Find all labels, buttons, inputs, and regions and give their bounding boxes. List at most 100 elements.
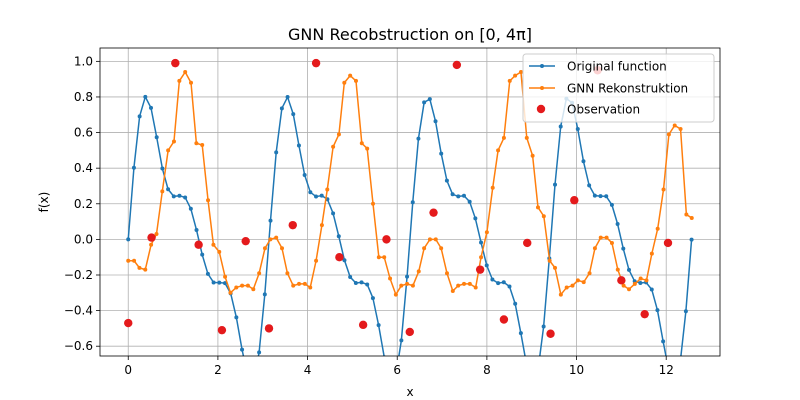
- gnn-reconstruction-point: [217, 249, 222, 254]
- gnn-reconstruction-point: [609, 240, 614, 245]
- gnn-reconstruction-point: [280, 246, 285, 251]
- legend-observation-marker: [536, 104, 546, 114]
- gnn-reconstruction-point: [132, 258, 137, 263]
- y-tick-label: 0.2: [74, 197, 93, 211]
- gnn-reconstruction-point: [649, 251, 654, 256]
- legend-dot-marker: [540, 86, 544, 90]
- legend: Original function GNN Rekonstruktion Obser…: [522, 53, 715, 123]
- x-tick-label: 2: [214, 363, 222, 377]
- gnn-reconstruction-point: [200, 143, 205, 148]
- original-function-point: [359, 280, 364, 285]
- original-function-point: [217, 280, 222, 285]
- gnn-reconstruction-point: [376, 255, 381, 260]
- x-tick-label: 10: [569, 363, 584, 377]
- observation-point: [499, 315, 509, 324]
- original-function-point: [484, 263, 489, 268]
- gnn-reconstruction-point: [467, 281, 472, 286]
- original-function-point: [262, 292, 267, 297]
- original-function-point: [331, 211, 336, 216]
- y-axis-label: f(x): [37, 192, 51, 213]
- original-function-point: [131, 165, 136, 170]
- original-function-point: [661, 339, 666, 344]
- original-function-line: [127, 96, 693, 356]
- x-tick-label: 8: [483, 363, 491, 377]
- original-function-point: [422, 100, 427, 105]
- original-function-point: [558, 124, 563, 129]
- gnn-reconstruction-point: [325, 187, 330, 192]
- gnn-reconstruction-point: [262, 246, 267, 251]
- original-function-point: [501, 280, 506, 285]
- observation-point: [452, 60, 462, 70]
- x-axis-label: x: [406, 385, 413, 399]
- original-function-point: [342, 258, 347, 263]
- gnn-reconstruction-point: [297, 281, 302, 286]
- gnn-reconstruction-point: [501, 135, 506, 140]
- observation-point: [405, 327, 414, 337]
- original-function-point: [149, 105, 154, 110]
- original-function-point: [604, 194, 609, 199]
- gnn-reconstruction-point: [621, 283, 626, 288]
- y-tick-label: 0.6: [74, 126, 93, 140]
- gnn-reconstruction-point: [632, 281, 637, 286]
- gnn-reconstruction-point: [137, 265, 142, 270]
- gnn-reconstruction-point: [666, 132, 671, 137]
- gnn-reconstruction-point: [194, 141, 199, 146]
- original-function-point: [575, 127, 580, 132]
- gnn-reconstruction-point: [308, 285, 313, 290]
- legend-label: GNN Rekonstruktion: [567, 82, 688, 96]
- gnn-reconstruction-point: [507, 78, 512, 83]
- gnn-reconstruction-point: [518, 70, 523, 75]
- gnn-reconstruction-point: [189, 80, 194, 85]
- original-function-point: [177, 193, 182, 198]
- observation-point: [429, 208, 438, 217]
- original-function-point: [274, 150, 279, 155]
- original-function-point: [615, 222, 620, 227]
- original-function-point: [370, 296, 375, 301]
- original-function-point: [194, 228, 199, 233]
- original-function-point: [655, 308, 660, 313]
- observation-point: [523, 238, 532, 248]
- original-function-point: [496, 281, 501, 286]
- y-tick-label: 0.8: [74, 90, 93, 104]
- legend-box: [522, 53, 715, 123]
- gnn-reconstruction-point: [473, 285, 478, 290]
- chart-title: GNN Recobstruction on [0, 4π]: [288, 25, 532, 44]
- original-function-point: [279, 106, 284, 111]
- gnn-reconstruction-point: [570, 283, 575, 288]
- original-function-point: [427, 97, 432, 102]
- observation-point: [124, 318, 133, 328]
- observation-point: [570, 196, 579, 205]
- gnn-reconstruction-point: [342, 80, 347, 85]
- y-tick-label: 0.0: [74, 232, 93, 246]
- y-tick-label: −0.2: [64, 268, 93, 282]
- gnn-reconstruction-point: [405, 281, 410, 286]
- gnn-reconstruction-point: [268, 237, 273, 242]
- original-function-point: [154, 135, 159, 140]
- gnn-reconstruction-point: [240, 283, 245, 288]
- original-function-point: [137, 114, 142, 119]
- gnn-reconstruction-point: [410, 283, 415, 288]
- original-function-point: [296, 143, 301, 148]
- gnn-reconstruction-point: [365, 146, 370, 151]
- gnn-reconstruction-point: [541, 214, 546, 219]
- original-function-point: [314, 194, 319, 199]
- gnn-reconstruction-point: [160, 189, 165, 194]
- original-function-point: [143, 94, 148, 99]
- gnn-reconstruction-point: [661, 187, 666, 192]
- observation-point: [617, 276, 626, 285]
- gnn-reconstruction-point: [257, 271, 262, 276]
- gnn-reconstruction-point: [672, 123, 677, 128]
- original-function-point: [365, 282, 370, 287]
- gnn-reconstruction-point: [171, 139, 176, 144]
- original-function-point: [126, 237, 131, 242]
- original-function-point: [638, 281, 643, 286]
- gnn-reconstruction-point: [626, 287, 631, 292]
- gnn-reconstruction-point: [371, 201, 376, 206]
- gnn-reconstruction-point: [302, 281, 307, 286]
- legend-dot-marker: [540, 64, 544, 68]
- original-function-point: [689, 237, 694, 242]
- observation-point: [382, 235, 391, 244]
- original-function-point: [188, 206, 193, 211]
- original-function-point: [240, 347, 245, 352]
